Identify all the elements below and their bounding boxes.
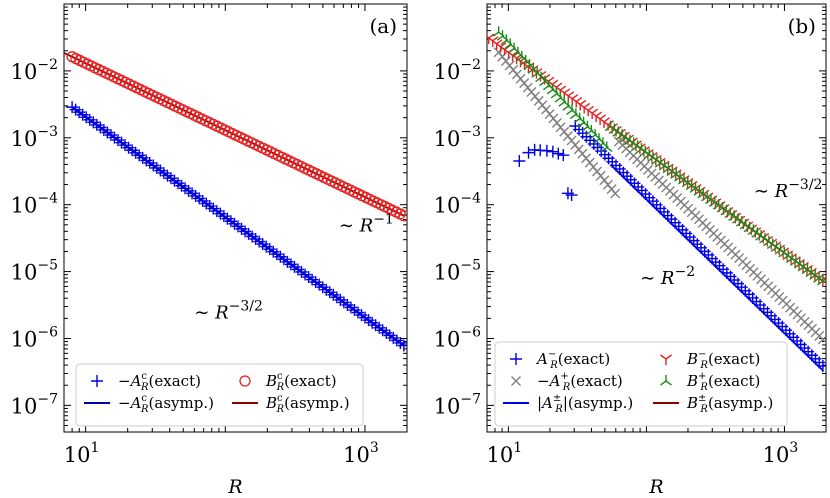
legend-entry: −Ac R(exact) — [118, 371, 201, 393]
series-markers — [493, 47, 826, 345]
data-point — [535, 71, 548, 83]
data-point — [816, 360, 826, 373]
y-tick-label: 10−7 — [434, 391, 481, 418]
data-point — [504, 38, 517, 50]
data-point — [573, 112, 586, 124]
data-point — [593, 133, 605, 144]
legend-marker — [91, 375, 103, 387]
data-point — [397, 339, 407, 352]
legend-box — [494, 341, 788, 427]
data-point — [610, 188, 621, 199]
legend-entry: Bc R(asymp.) — [265, 393, 350, 415]
y-tick-label: 10−2 — [434, 57, 481, 84]
plot-frame — [63, 3, 408, 433]
annotation: ∼ R−1 — [339, 211, 394, 236]
data-point — [596, 137, 609, 148]
y-tick-label: 10−5 — [434, 258, 481, 285]
data-point — [527, 63, 540, 74]
y-tick-label: 10−6 — [434, 324, 481, 351]
series-markers — [513, 119, 826, 373]
data-point — [558, 96, 571, 107]
y-tick-label: 10−3 — [434, 124, 481, 151]
legend-marker — [510, 353, 522, 365]
data-point — [566, 104, 578, 115]
x-tick-label: 103 — [343, 440, 379, 467]
legend-entry: −A+ R(exact) — [537, 371, 623, 393]
panel-label: (b) — [788, 14, 816, 38]
x-axis-label: R — [648, 476, 663, 498]
data-point — [817, 334, 826, 345]
data-point — [398, 210, 407, 222]
data-point — [540, 144, 553, 157]
data-point — [550, 87, 563, 99]
legend-entry: −Ac R(asymp.) — [118, 393, 214, 415]
data-point — [577, 116, 590, 128]
data-layer — [64, 51, 407, 352]
annotation: ∼ R−3/2 — [754, 177, 823, 202]
y-tick-label: 10−2 — [11, 57, 58, 84]
y-tick-label: 10−6 — [11, 324, 58, 351]
x-tick-label: 101 — [64, 440, 100, 467]
data-point — [554, 92, 567, 103]
data-point — [569, 108, 582, 120]
data-point — [581, 120, 594, 132]
data-point — [531, 67, 544, 78]
y-tick-label: 10−4 — [11, 191, 58, 218]
data-point — [565, 189, 578, 202]
data-point — [539, 75, 551, 87]
legend-entry: |A± R|(asymp.) — [537, 393, 633, 415]
data-point — [562, 100, 575, 111]
x-tick-label: 101 — [487, 440, 523, 467]
y-tick-label: 10−5 — [11, 258, 58, 285]
panel-b: 101 103 10−2 10−3 10−4 10−5 10−6 10−7 R (b) ∼ R−3/… — [434, 3, 827, 498]
legend-marker — [239, 375, 251, 387]
data-point — [522, 146, 535, 159]
annotation: ∼ R−2 — [640, 264, 695, 289]
data-point — [513, 154, 526, 167]
y-tick-label: 10−3 — [11, 124, 58, 151]
data-point — [496, 30, 509, 41]
panel-label: (a) — [369, 14, 397, 38]
legend-entry: Bc R(exact) — [265, 371, 337, 393]
annotation: ∼ R−3/2 — [194, 298, 263, 323]
series-markers — [492, 26, 826, 286]
legend-marker — [660, 375, 672, 386]
legend-marker — [660, 354, 672, 365]
y-tick-label: 10−7 — [11, 391, 58, 418]
data-point — [512, 46, 524, 58]
legend-entry: B− R(exact) — [686, 349, 760, 371]
data-point — [500, 34, 513, 45]
series-markers — [66, 51, 407, 222]
data-point — [546, 145, 559, 158]
data-point — [523, 59, 536, 70]
legend-entry: B± R(asymp.) — [686, 393, 773, 415]
series-markers — [66, 101, 407, 352]
data-point — [817, 274, 826, 286]
data-point — [557, 149, 570, 162]
panel-a: 101 103 10−2 10−3 10−4 10−5 10−6 10−7 R (a) ∼ R−1 ∼… — [11, 3, 408, 498]
data-point — [600, 141, 613, 153]
x-tick-label: 103 — [763, 440, 799, 467]
data-point — [589, 129, 602, 140]
data-point — [508, 42, 520, 54]
data-layer — [487, 26, 826, 373]
legend-entry: B+ R(exact) — [686, 371, 760, 393]
data-point — [552, 147, 565, 160]
data-point — [546, 83, 559, 95]
data-point — [492, 26, 505, 37]
legend-entry: A− R(exact) — [535, 349, 610, 371]
data-point — [542, 79, 555, 91]
x-axis-label: R — [227, 476, 242, 498]
legend-marker — [511, 376, 521, 386]
data-point — [515, 50, 528, 62]
data-point — [519, 55, 532, 66]
data-point — [585, 124, 598, 136]
plot-frame — [486, 3, 827, 433]
legend-box — [75, 363, 364, 427]
y-tick-label: 10−4 — [434, 191, 481, 218]
